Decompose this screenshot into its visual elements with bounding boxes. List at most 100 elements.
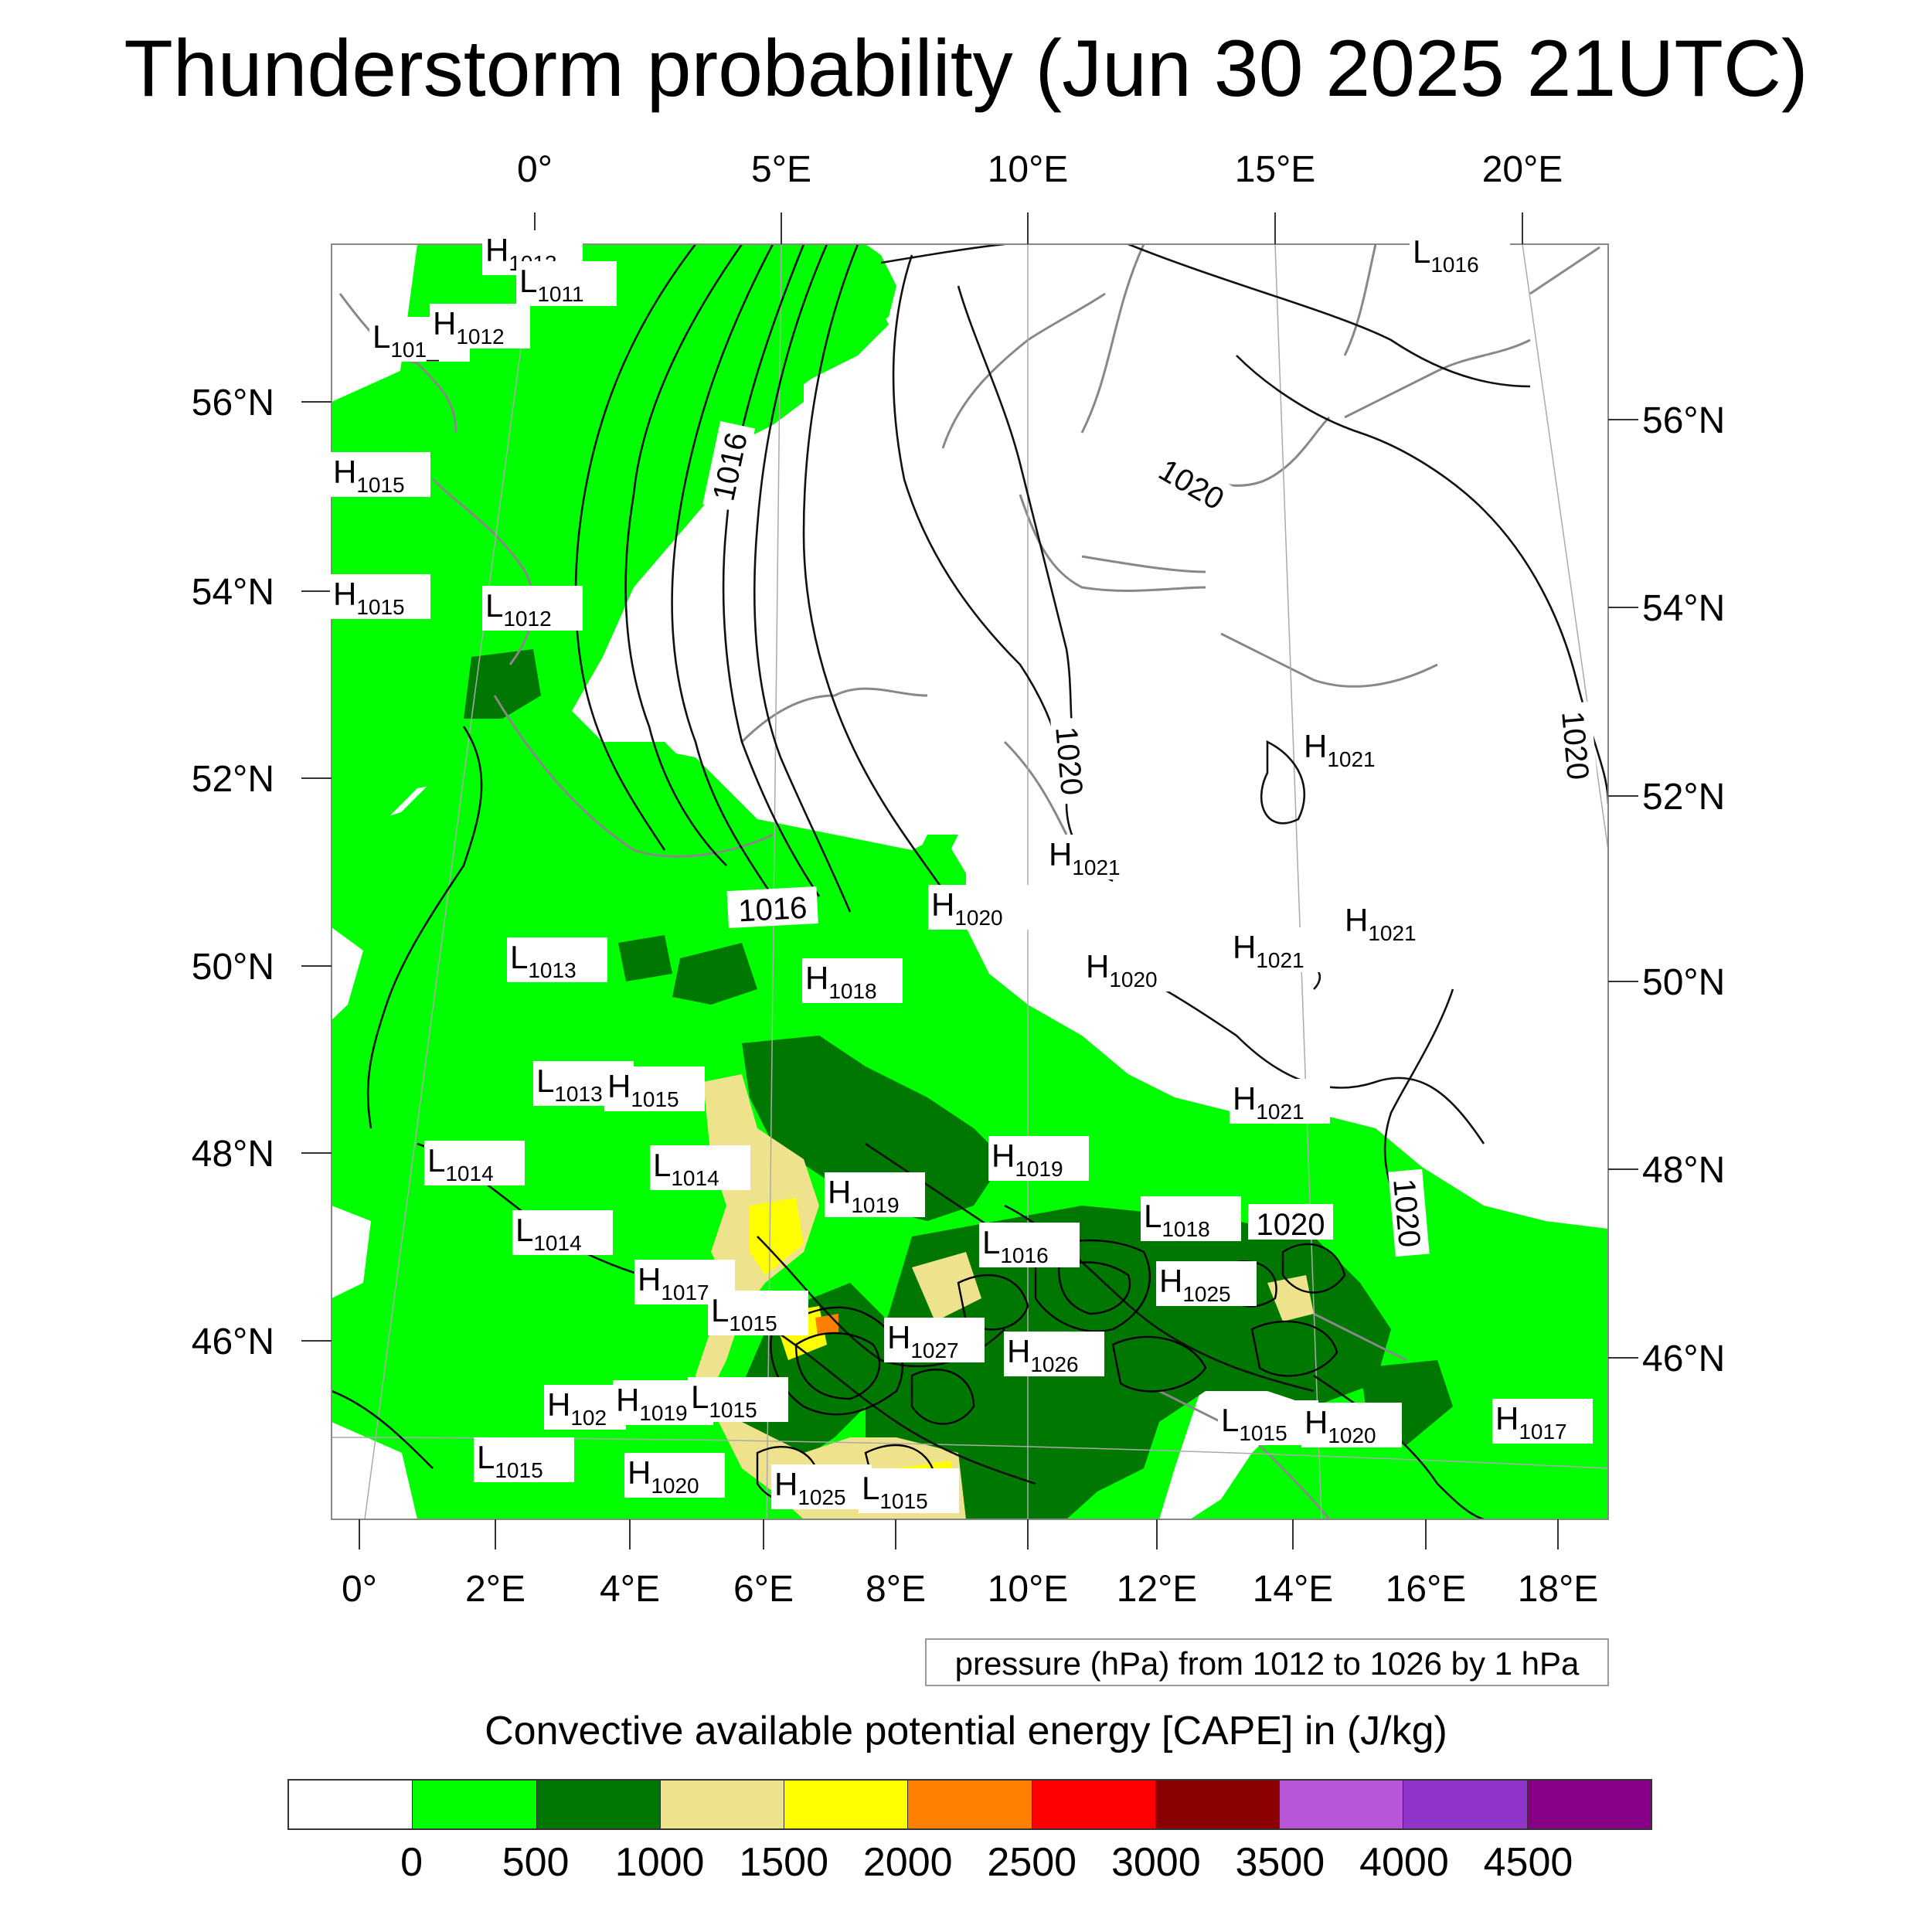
bottom-lon-label: 6°E xyxy=(733,1569,794,1610)
top-lon-label: 20°E xyxy=(1482,149,1563,190)
bottom-lon-label: 12°E xyxy=(1117,1569,1198,1610)
colorbar-tick-label: 4500 xyxy=(1483,1840,1573,1885)
pressure-center-label: L1014 xyxy=(512,1210,613,1255)
pressure-center-label: L1014 xyxy=(650,1145,750,1190)
pressure-center-label: H1012 xyxy=(430,304,530,349)
colorbar-swatch xyxy=(908,1781,1032,1828)
colorbar-swatch xyxy=(413,1781,537,1828)
colorbar xyxy=(287,1779,1652,1830)
isobar-label: 1020 xyxy=(1049,725,1089,796)
right-lat-label: 52°N xyxy=(1642,777,1725,818)
svg-text:H1017: H1017 xyxy=(1495,1400,1567,1444)
colorbar-tick-label: 3500 xyxy=(1235,1840,1325,1885)
isobar-label: 1020 xyxy=(1257,1208,1325,1242)
colorbar-swatch xyxy=(1280,1781,1404,1828)
svg-text:L1016: L1016 xyxy=(1413,233,1479,277)
pressure-center-label: L1014 xyxy=(424,1141,525,1185)
svg-text:H1020: H1020 xyxy=(1304,1404,1376,1447)
bottom-lon-label: 2°E xyxy=(465,1569,526,1610)
left-lat-label: 56°N xyxy=(192,383,274,423)
pressure-center-label: L1018 xyxy=(1141,1196,1241,1241)
left-lat-label: 54°N xyxy=(192,572,274,613)
pressure-center-label: L1015 xyxy=(474,1437,574,1482)
pressure-center-label: H1019 xyxy=(988,1136,1089,1181)
colorbar-swatch xyxy=(1032,1781,1156,1828)
svg-text:H1021: H1021 xyxy=(1345,902,1417,945)
svg-text:L1015: L1015 xyxy=(711,1292,777,1335)
colorbar-swatch xyxy=(289,1781,413,1828)
pressure-center-label: H1015 xyxy=(604,1066,705,1111)
pressure-center-label: L1015 xyxy=(708,1291,808,1335)
left-lat-label: 48°N xyxy=(192,1134,274,1175)
right-lat-label: 46°N xyxy=(1642,1338,1725,1379)
pressure-center-label: H1025 xyxy=(1156,1261,1257,1306)
map-frame xyxy=(331,243,1609,1520)
svg-text:L1013: L1013 xyxy=(510,939,577,982)
colorbar-tick-label: 4000 xyxy=(1359,1840,1449,1885)
pressure-center-label: H1021 xyxy=(1046,835,1146,879)
pressure-center-label: H1021 xyxy=(1342,900,1442,945)
svg-text:H102: H102 xyxy=(547,1386,607,1430)
pressure-center-label: H1020 xyxy=(624,1453,725,1498)
svg-text:L1013: L1013 xyxy=(536,1063,603,1106)
svg-text:H1015: H1015 xyxy=(333,576,405,619)
svg-text:H1015: H1015 xyxy=(333,454,405,497)
colorbar-tick-label: 0 xyxy=(400,1840,423,1885)
colorbar-swatch xyxy=(784,1781,909,1828)
colorbar-tick-label: 1500 xyxy=(739,1840,829,1885)
isobar-label: 1020 xyxy=(1555,709,1595,781)
left-lat-label: 52°N xyxy=(192,759,274,800)
colorbar-title: Convective available potential energy [C… xyxy=(485,1709,1447,1753)
svg-text:L1015: L1015 xyxy=(1221,1402,1287,1445)
bottom-lon-label: 4°E xyxy=(600,1569,660,1610)
pressure-center-label: L1015 xyxy=(688,1377,788,1422)
colorbar-swatch xyxy=(660,1781,785,1828)
pressure-center-label: H1019 xyxy=(825,1172,925,1217)
svg-text:H1020: H1020 xyxy=(628,1454,699,1498)
svg-text:H1021: H1021 xyxy=(1304,728,1376,771)
pressure-center-label: H102 xyxy=(544,1385,626,1430)
pressure-center-label: H1020 xyxy=(928,885,1029,930)
pressure-center-label: H1015 xyxy=(330,574,430,619)
svg-text:H1015: H1015 xyxy=(607,1068,679,1111)
colorbar-swatch xyxy=(1527,1781,1651,1828)
pressure-center-label: L1013 xyxy=(507,937,607,982)
colorbar-tick-label: 500 xyxy=(502,1840,570,1885)
left-lat-label: 50°N xyxy=(192,947,274,988)
pressure-center-label: H1026 xyxy=(1004,1332,1104,1376)
pressure-center-label: H1018 xyxy=(802,958,903,1003)
pressure-center-label: H1025 xyxy=(771,1464,872,1509)
colorbar-tick-label: 1000 xyxy=(614,1840,705,1885)
pressure-center-label: H1015 xyxy=(330,452,430,497)
svg-text:H1026: H1026 xyxy=(1007,1333,1079,1376)
svg-text:L1014: L1014 xyxy=(515,1212,582,1255)
cape-area-500-1000 xyxy=(464,649,541,719)
bottom-lon-label: 0° xyxy=(342,1569,377,1610)
svg-text:L1014: L1014 xyxy=(653,1147,719,1190)
pressure-center-label: H1020 xyxy=(1301,1403,1402,1447)
isobar-label: 1020 xyxy=(1386,1177,1427,1248)
pressure-center-label: L1011 xyxy=(516,261,617,306)
svg-text:H1021: H1021 xyxy=(1049,836,1121,879)
svg-text:H1019: H1019 xyxy=(992,1138,1063,1181)
colorbar-swatch xyxy=(536,1781,661,1828)
top-lon-label: 5°E xyxy=(751,149,811,190)
pressure-centers: H1013L1011L101_H1012L1016H1015H1015L1012… xyxy=(330,230,1593,1513)
pressure-center-label: L1015 xyxy=(859,1468,959,1513)
colorbar-tick-label: 2500 xyxy=(987,1840,1077,1885)
svg-text:L1015: L1015 xyxy=(691,1379,757,1422)
pressure-center-label: H1021 xyxy=(1301,726,1401,771)
svg-text:H1020: H1020 xyxy=(931,886,1003,930)
bottom-lon-label: 14°E xyxy=(1253,1569,1334,1610)
top-lon-label: 15°E xyxy=(1235,149,1316,190)
pressure-center-label: L1016 xyxy=(1410,232,1510,277)
bottom-lon-label: 18°E xyxy=(1518,1569,1599,1610)
svg-text:L1018: L1018 xyxy=(1144,1198,1210,1241)
svg-text:L1014: L1014 xyxy=(427,1142,494,1185)
cape-area-1000-1500 xyxy=(696,1074,966,1519)
svg-text:H1019: H1019 xyxy=(828,1174,900,1217)
svg-text:L1015: L1015 xyxy=(477,1439,543,1482)
pressure-center-label: H1021 xyxy=(1230,927,1330,972)
cape-area-1500-2000 xyxy=(750,1198,804,1275)
